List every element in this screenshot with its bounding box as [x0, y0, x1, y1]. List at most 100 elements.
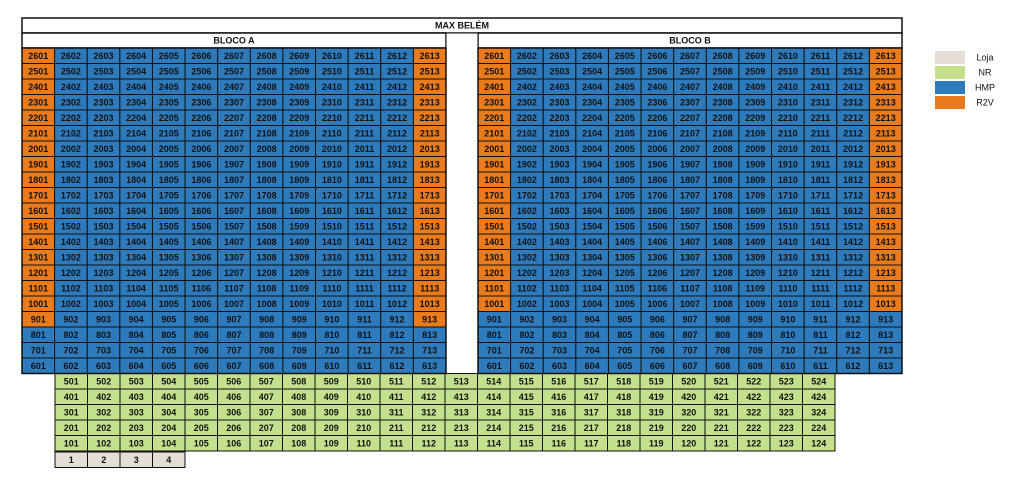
unit-number: 2111: [355, 128, 374, 138]
unit-number: 1908: [713, 159, 733, 169]
unit-number: 805: [161, 330, 176, 340]
unit-number: 1208: [713, 268, 733, 278]
unit-number: 1510: [322, 221, 342, 231]
unit-number: 310: [356, 407, 371, 417]
unit-number: 1407: [224, 237, 244, 247]
unit-number: 813: [878, 330, 893, 340]
unit-number: 2012: [387, 144, 407, 154]
unit-number: 110: [356, 438, 371, 448]
unit-number: 901: [31, 314, 46, 324]
unit-number: 2402: [61, 82, 81, 92]
unit-number: 2002: [61, 144, 81, 154]
unit-number: 1807: [224, 175, 244, 185]
unit-number: 2413: [876, 82, 896, 92]
unit-number: 2001: [484, 144, 504, 154]
unit-number: 1311: [811, 252, 831, 262]
unit-number: 521: [714, 376, 729, 386]
unit-number: 511: [389, 376, 404, 386]
unit-number: 324: [811, 407, 826, 417]
unit-number: 2610: [322, 51, 342, 61]
unit-number: 520: [681, 376, 696, 386]
legend-label: HMP: [975, 83, 995, 93]
unit-number: 1104: [582, 283, 602, 293]
unit-number: 208: [291, 423, 306, 433]
unit-number: 1512: [843, 221, 863, 231]
unit-number: 2309: [745, 97, 765, 107]
unit-number: 106: [226, 438, 241, 448]
unit-number: 1307: [680, 252, 700, 262]
unit-number: 501: [64, 376, 79, 386]
unit-number: 1505: [159, 221, 179, 231]
unit-number: 2101: [28, 128, 48, 138]
unit-number: 1710: [778, 190, 798, 200]
unit-number: 1909: [289, 159, 309, 169]
unit-number: 1403: [94, 237, 114, 247]
unit-number: 2308: [257, 97, 277, 107]
unit-number: 401: [64, 392, 79, 402]
unit-number: 2005: [159, 144, 179, 154]
unit-number: 711: [813, 345, 828, 355]
unit-number: 1313: [420, 252, 440, 262]
unit-number: 1201: [484, 268, 504, 278]
unit-number: 2208: [713, 113, 733, 123]
unit-number: 1513: [420, 221, 440, 231]
unit-number: 1509: [745, 221, 765, 231]
unit-number: 809: [748, 330, 763, 340]
unit-number: 2112: [387, 128, 407, 138]
unit-number: 219: [649, 423, 664, 433]
unit-number: 707: [682, 345, 697, 355]
unit-number: 2501: [28, 66, 48, 76]
unit-number: 101: [64, 438, 79, 448]
unit-number: 1401: [484, 237, 504, 247]
unit-number: 2001: [28, 144, 48, 154]
unit-number: 412: [421, 392, 436, 402]
unit-number: 2609: [289, 51, 309, 61]
unit-number: 2502: [517, 66, 537, 76]
unit-number: 408: [291, 392, 306, 402]
unit-number: 222: [746, 423, 761, 433]
unit-number: 1601: [28, 206, 48, 216]
unit-number: 1004: [582, 299, 602, 309]
unit-number: 1003: [550, 299, 570, 309]
unit-number: 508: [291, 376, 306, 386]
unit-number: 403: [129, 392, 144, 402]
unit-number: 1702: [61, 190, 81, 200]
unit-number: 1002: [517, 299, 537, 309]
unit-number: 1808: [713, 175, 733, 185]
unit-number: 212: [421, 423, 436, 433]
unit-number: 1504: [582, 221, 602, 231]
unit-number: 705: [161, 345, 176, 355]
unit-number: 1610: [778, 206, 798, 216]
unit-number: 2604: [582, 51, 602, 61]
unit-number: 1911: [811, 159, 831, 169]
unit-number: 1502: [517, 221, 537, 231]
unit-number: 710: [780, 345, 795, 355]
unit-number: 410: [356, 392, 371, 402]
unit-number: 1903: [550, 159, 570, 169]
unit-number: 1201: [28, 268, 48, 278]
unit-number: 2407: [680, 82, 700, 92]
unit-number: 1113: [420, 283, 439, 293]
unit-number: 905: [617, 314, 632, 324]
unit-number: 801: [31, 330, 46, 340]
unit-number: 217: [584, 423, 599, 433]
unit-number: 912: [846, 314, 861, 324]
unit-number: 2404: [126, 82, 146, 92]
unit-number: 811: [813, 330, 828, 340]
unit-number: 701: [31, 345, 46, 355]
unit-number: 801: [487, 330, 502, 340]
unit-number: 107: [259, 438, 274, 448]
unit-number: 1113: [876, 283, 895, 293]
unit-number: 2508: [257, 66, 277, 76]
unit-number: 218: [616, 423, 631, 433]
unit-number: 1112: [388, 283, 407, 293]
unit-number: 1907: [680, 159, 700, 169]
unit-number: 1209: [289, 268, 309, 278]
unit-number: 2406: [191, 82, 211, 92]
unit-number: 2303: [550, 97, 570, 107]
unit-number: 1903: [94, 159, 114, 169]
unit-number: 320: [681, 407, 696, 417]
legend-swatch: [935, 51, 965, 64]
unit-number: 602: [63, 361, 78, 371]
unit-number: 414: [486, 392, 501, 402]
